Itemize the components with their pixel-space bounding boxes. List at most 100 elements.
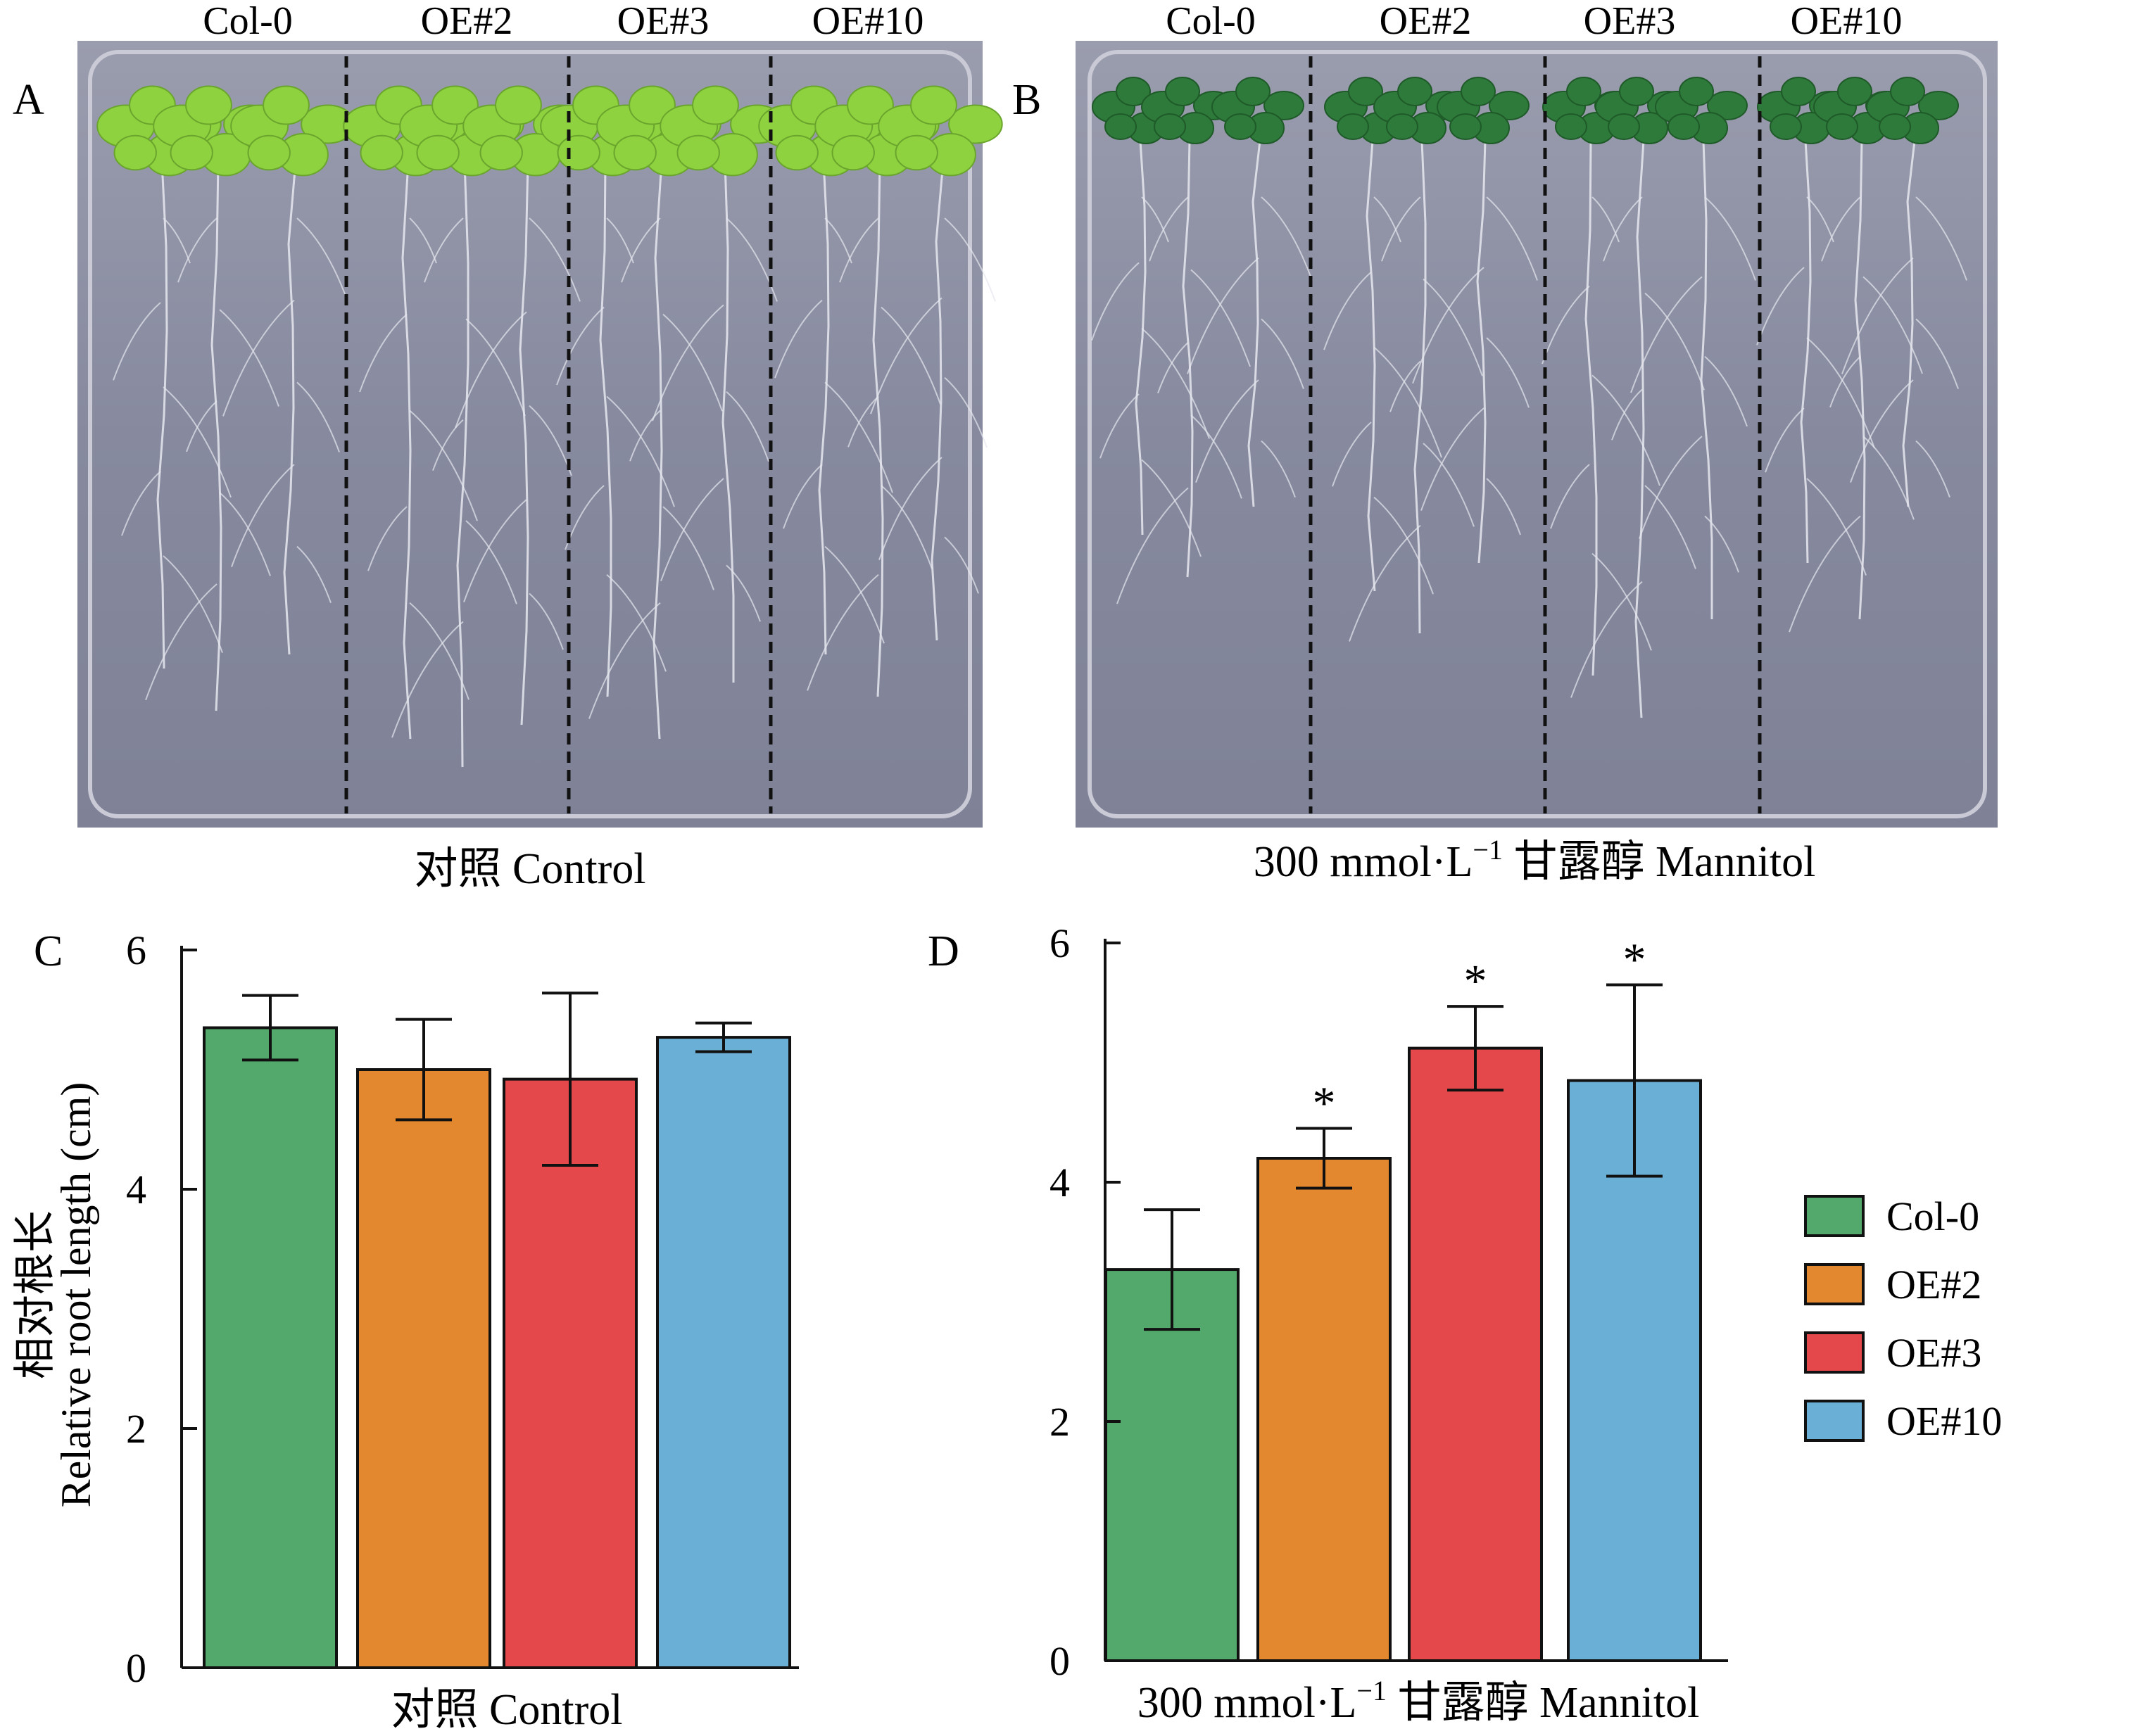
lateral-root (529, 217, 581, 302)
leaf (1461, 77, 1496, 106)
lateral-root (1603, 196, 1643, 262)
leaf (495, 85, 542, 125)
leaf (113, 134, 157, 171)
lateral-root (824, 381, 893, 493)
y-tick-label: 6 (1049, 920, 1070, 966)
bar-oe2 (356, 1068, 491, 1669)
lateral-root (455, 311, 527, 429)
bar-col-0 (203, 1026, 338, 1669)
lateral-root (296, 545, 332, 604)
root (401, 161, 412, 740)
lateral-root (1373, 496, 1434, 595)
lateral-root (1570, 581, 1643, 698)
lateral-root (145, 583, 218, 701)
legend-entry: OE#2 (1804, 1262, 1981, 1307)
leaf (692, 85, 739, 125)
lateral-root (1190, 414, 1242, 499)
lateral-root (588, 602, 661, 719)
lateral-root (1862, 436, 1915, 520)
leaf (1235, 77, 1271, 106)
lateral-root (629, 410, 661, 462)
lateral-root (878, 457, 943, 560)
chart-c-plot: 0 2 4 6 (126, 927, 799, 1691)
root (653, 161, 663, 740)
error-bar (1144, 1208, 1200, 1331)
lateral-root (296, 381, 340, 452)
lateral-root (1591, 552, 1652, 651)
lateral-root (870, 297, 943, 414)
legend-entry: OE#10 (1804, 1398, 2002, 1444)
chart-d-plot: * * * 0 2 4 6 (1049, 920, 1728, 1684)
lateral-root (606, 574, 667, 672)
lateral-root (359, 313, 408, 393)
lateral-root (944, 376, 988, 448)
lateral-root (662, 313, 723, 412)
lateral-root (881, 485, 933, 569)
lateral-root (1789, 515, 1861, 633)
root (872, 161, 884, 697)
leaf (1566, 77, 1601, 106)
lateral-root (1261, 196, 1313, 281)
lateral-root (1349, 524, 1421, 642)
lateral-root (529, 593, 564, 650)
leaf (1397, 77, 1432, 106)
lateral-root (847, 395, 879, 448)
panel-c-letter: C (34, 927, 63, 975)
lateral-root (726, 564, 761, 622)
leaf (263, 85, 310, 125)
root (519, 161, 529, 726)
lateral-root (1591, 196, 1620, 243)
leaf (1770, 113, 1802, 140)
leaf (1386, 113, 1418, 140)
error-bar (242, 994, 298, 1062)
lateral-root (1141, 196, 1169, 243)
lateral-root (177, 217, 218, 283)
lateral-root (296, 217, 348, 302)
bar-col-0 (1104, 1268, 1240, 1662)
lateral-root (219, 309, 279, 407)
leaf (1837, 77, 1872, 106)
leaf (1116, 77, 1151, 106)
lateral-root (1644, 292, 1705, 391)
leaf (247, 134, 291, 171)
root (1247, 140, 1261, 507)
leaf (1104, 113, 1137, 140)
lateral-root (163, 386, 232, 498)
leaf (1555, 113, 1587, 140)
lateral-root (1141, 327, 1210, 439)
lateral-root (186, 400, 218, 452)
seedling-roots (1091, 140, 1967, 718)
leaf (1890, 77, 1925, 106)
leaf (613, 134, 657, 171)
panel-b-letter: B (1012, 76, 1041, 124)
lateral-root (621, 217, 661, 283)
lateral-root (662, 506, 714, 590)
leaf (479, 134, 523, 171)
y-axis-label-cn: 相对根长 (12, 1210, 58, 1379)
legend-swatch (1804, 1331, 1865, 1374)
y-axis-label: 相对根长 Relative root length (cm) (12, 1082, 99, 1508)
lateral-root (1915, 440, 1950, 498)
lateral-root (1323, 271, 1372, 350)
error-bar (1296, 1127, 1352, 1190)
lateral-root (1829, 355, 1861, 408)
lateral-root (726, 391, 769, 462)
legend-entry: Col-0 (1804, 1193, 1979, 1239)
lateral-root (231, 464, 295, 567)
leaf (910, 85, 957, 125)
panel-b-genotype-label: Col-0 (1166, 0, 1256, 43)
root (1135, 140, 1147, 536)
lateral-root (1806, 337, 1875, 449)
legend-label: OE#10 (1886, 1398, 2002, 1444)
plate-rim (88, 50, 972, 818)
leaf (1489, 91, 1530, 120)
panel-a-genotype-label: OE#3 (617, 0, 710, 43)
lateral-root (1195, 379, 1259, 483)
y-tick-label: 4 (1049, 1160, 1070, 1205)
lateral-root (1187, 257, 1259, 374)
panel-a-letter: A (13, 76, 44, 124)
lateral-root (409, 410, 478, 521)
plate-rim (1088, 50, 1987, 818)
root (1634, 140, 1645, 718)
leaf (1337, 113, 1369, 140)
